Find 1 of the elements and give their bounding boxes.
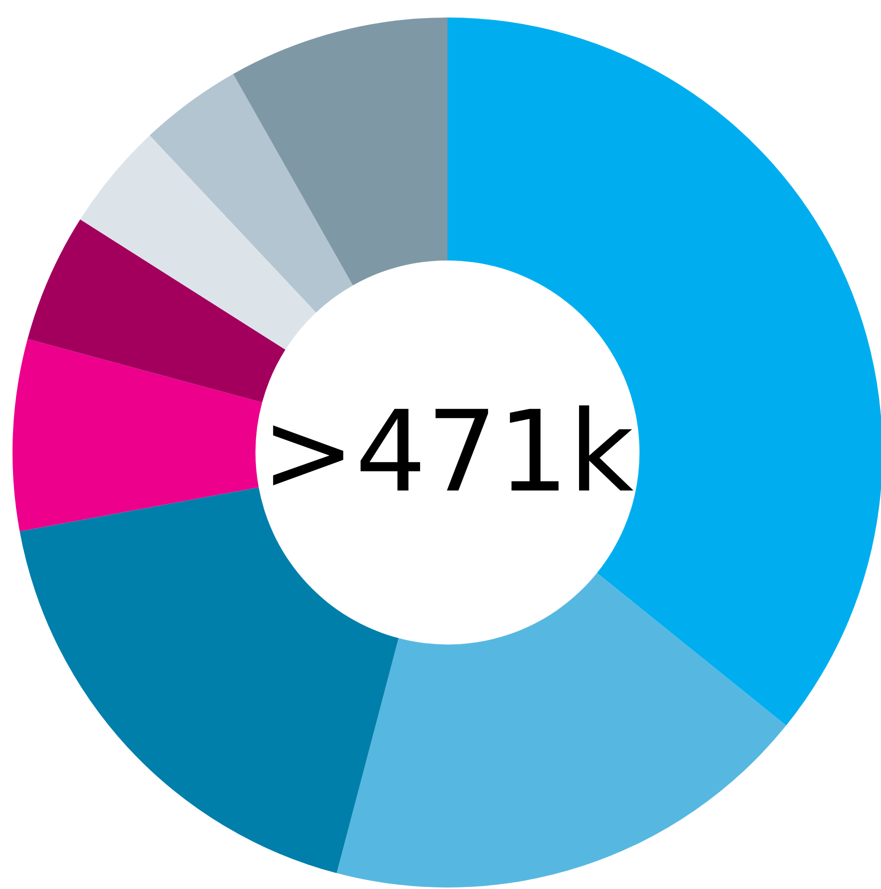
text: >471k — [261, 388, 634, 518]
